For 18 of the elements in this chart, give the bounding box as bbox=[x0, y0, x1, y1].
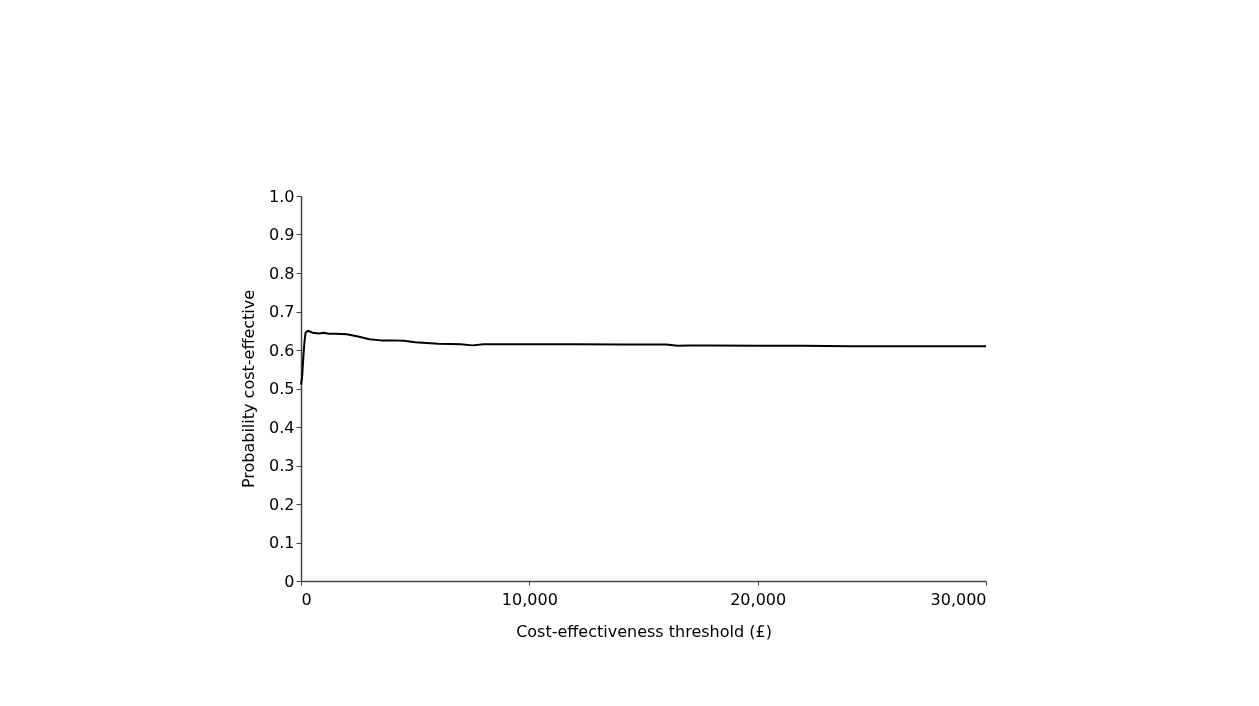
x-axis-title: Cost-effectiveness threshold (£) bbox=[516, 621, 772, 641]
y-tick-label: 0.7 bbox=[269, 302, 295, 321]
y-tick-label: 0.8 bbox=[269, 263, 295, 283]
y-tick-label: 0 bbox=[284, 571, 295, 591]
y-tick-label: 0.4 bbox=[269, 417, 295, 437]
line-series bbox=[300, 329, 987, 386]
y-tick-label: 0.5 bbox=[269, 379, 295, 398]
y-tick-label: 0.3 bbox=[269, 456, 295, 475]
x-tick-label: 10,000 bbox=[501, 589, 558, 609]
x-tick-label: 20,000 bbox=[730, 589, 787, 609]
y-axis-title: Probability cost-effective bbox=[239, 289, 259, 489]
y-tick-label: 1.0 bbox=[269, 186, 295, 206]
y-tick-label: 0.2 bbox=[269, 494, 295, 514]
y-tick-label: 0.9 bbox=[269, 225, 295, 244]
x-tick-label: 30,000 bbox=[930, 589, 987, 609]
x-tick-label: 0 bbox=[301, 589, 312, 609]
y-tick-label: 0.1 bbox=[269, 533, 295, 552]
y-tick-label: 0.6 bbox=[269, 340, 295, 360]
